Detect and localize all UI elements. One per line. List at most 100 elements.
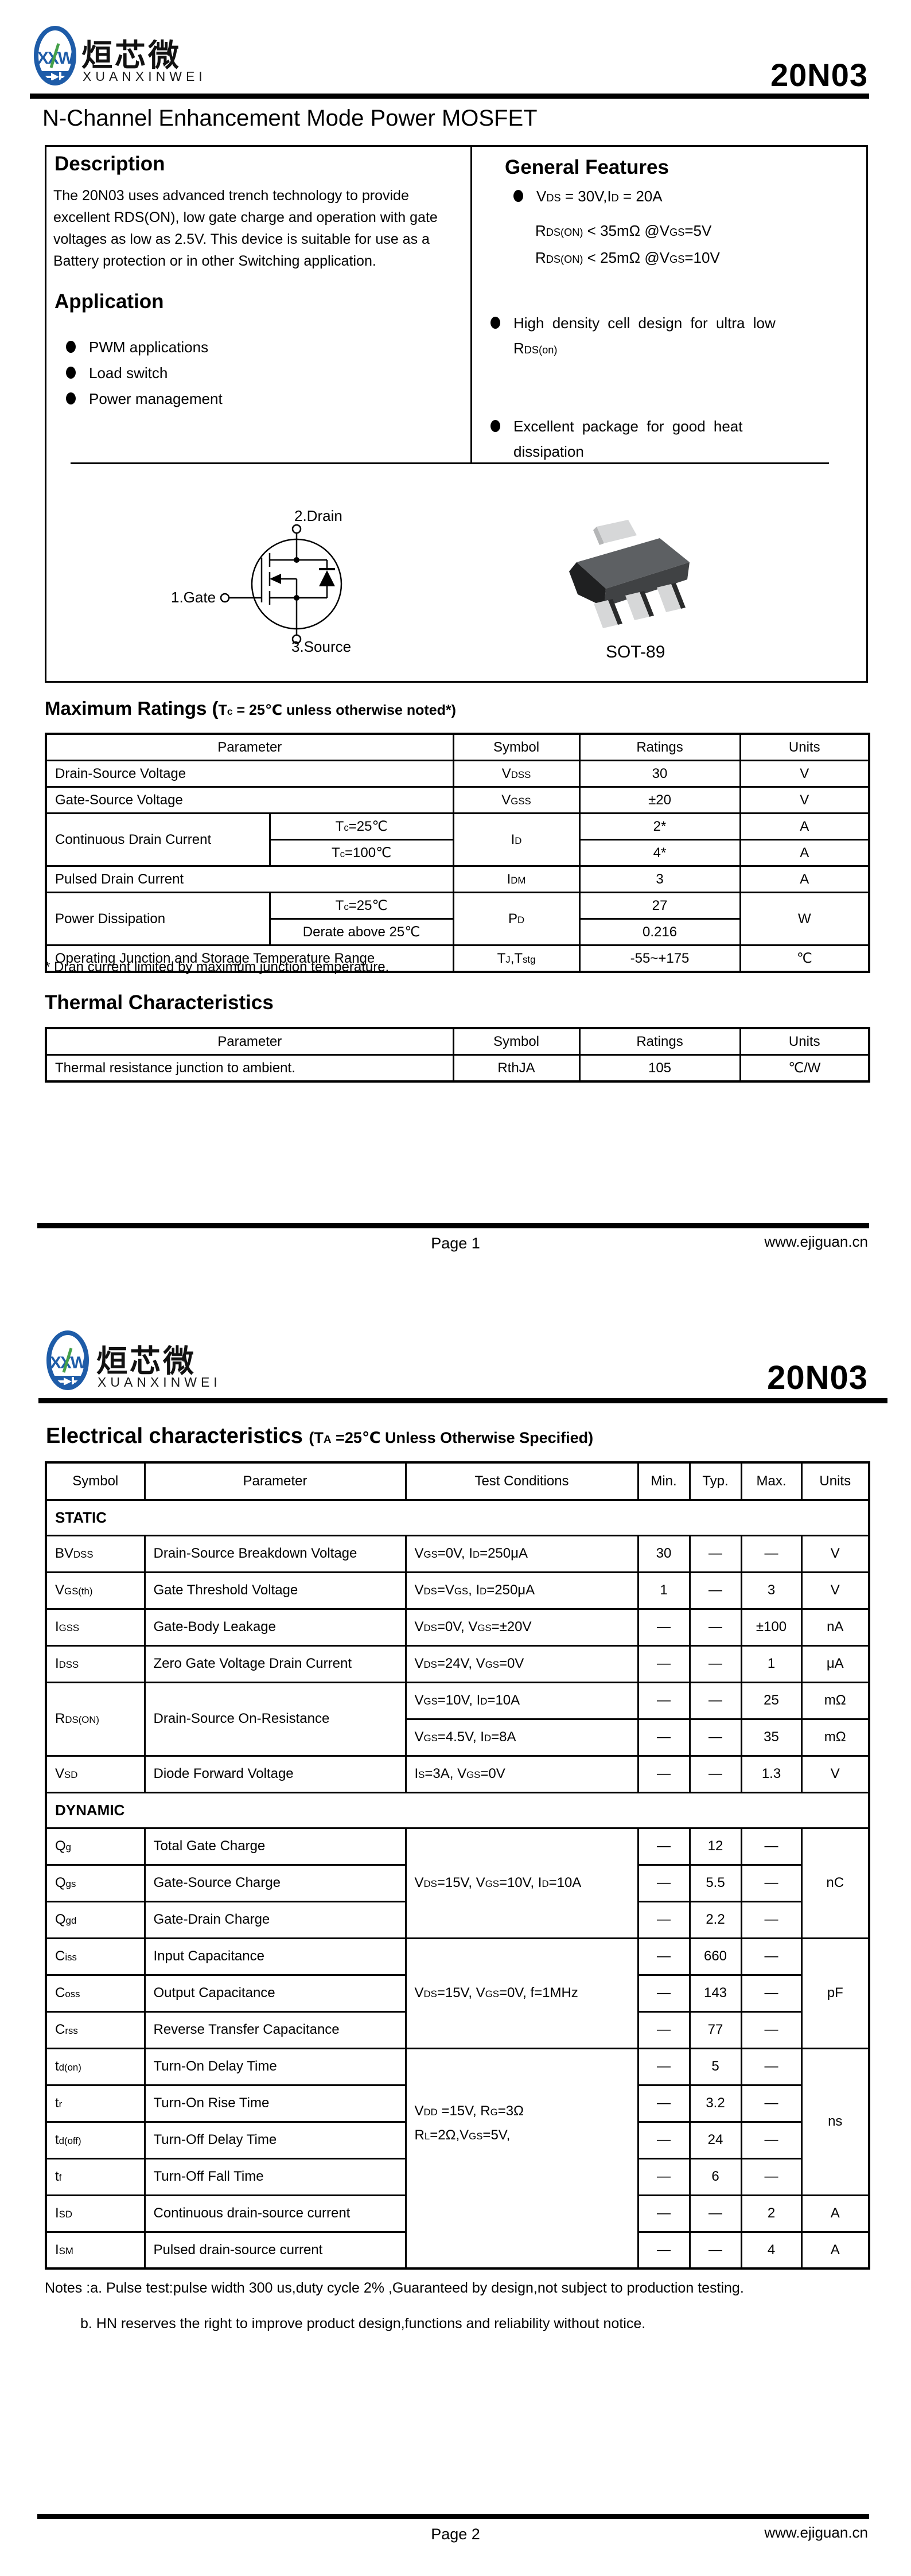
cell-param: Gate-Source Charge: [143, 1863, 407, 1902]
heading-main: Electrical characteristics: [46, 1424, 309, 1448]
cell-max: 3: [740, 1571, 803, 1610]
pin-label-drain: 2.Drain: [294, 507, 342, 524]
col-header: Test Conditions: [404, 1461, 639, 1501]
cell-max: 25: [740, 1681, 803, 1720]
table-row: VGS(th) Gate Threshold Voltage VDS=VGS, …: [45, 1571, 870, 1610]
column-divider: [470, 147, 472, 464]
cell-units: W: [739, 892, 870, 946]
xxw-logo-icon: XXW: [46, 1330, 89, 1390]
cell-typ: 660: [688, 1937, 742, 1976]
cell-sym: tf: [45, 2157, 146, 2196]
cell-param: Total Gate Charge: [143, 1827, 407, 1866]
cell-units: A: [800, 2194, 870, 2233]
cell-param: Turn-Off Delay Time: [143, 2120, 407, 2159]
cell-units: A: [739, 839, 870, 867]
col-header: Typ.: [688, 1461, 742, 1501]
cell-max: —: [740, 2157, 803, 2196]
cell-units: A: [739, 865, 870, 893]
cell-min: —: [637, 2010, 691, 2049]
table-row: Tc=100℃ 4* A: [46, 839, 870, 867]
notes-line-b: b. HN reserves the right to improve prod…: [80, 2316, 646, 2332]
cell-rating: 27: [578, 892, 741, 920]
header-rule: [30, 94, 869, 99]
cell-rating: 0.216: [578, 918, 741, 946]
electrical-heading: Electrical characteristics (TA =25℃ Unle…: [46, 1424, 593, 1449]
cell-units: ℃: [739, 944, 870, 973]
cell-min: —: [637, 1863, 691, 1902]
cell-cond: VDS=15V, VGS=0V, f=1MHz: [404, 1937, 639, 2049]
logo-company-name: 烜芯微: [81, 38, 181, 73]
cell-min: —: [637, 1754, 691, 1793]
footer-rule: [37, 1223, 869, 1228]
table-row: Thermal resistance junction to ambient. …: [45, 1054, 870, 1083]
cell-min: —: [637, 2157, 691, 2196]
cell-rating: 105: [578, 1054, 741, 1083]
feature-text: VDS = 30V,ID = 20A: [536, 188, 663, 205]
cell-units: ℃/W: [739, 1054, 870, 1083]
section-row: STATIC: [45, 1499, 870, 1536]
cell-min: —: [637, 2231, 691, 2270]
cell-condition: Derate above 25℃: [268, 918, 454, 946]
cell-min: 30: [637, 1534, 691, 1573]
cell-min: —: [637, 2047, 691, 2086]
table-row: Pulsed Drain Current IDM 3 A: [45, 865, 870, 893]
section-row: DYNAMIC: [45, 1791, 870, 1829]
table-row: Drain-Source Voltage VDSS 30 V: [45, 760, 870, 788]
cell-param: Diode Forward Voltage: [143, 1754, 407, 1793]
col-header: Units: [739, 733, 870, 761]
col-header: Units: [739, 1027, 870, 1056]
cell-max: —: [740, 1863, 803, 1902]
cell-max: —: [740, 1827, 803, 1866]
cell-min: —: [637, 2194, 691, 2233]
cell-max: 35: [740, 1718, 803, 1757]
table-row: ISD Continuous drain-source current — — …: [45, 2194, 870, 2233]
cell-typ: —: [688, 1681, 742, 1720]
cell-sym: VSD: [45, 1754, 146, 1793]
cell-cond: VDS=VGS, ID=250μA: [404, 1571, 639, 1610]
cell-max: —: [740, 2047, 803, 2086]
logo-company-name-en: XUANXINWEI: [98, 1375, 221, 1390]
cell-cond: VGS=4.5V, ID=8A: [404, 1718, 639, 1757]
cell-condition: Tc=25℃: [268, 892, 454, 920]
application-heading: Application: [54, 290, 164, 313]
feature-text: High density cell design for ultra low RD…: [513, 314, 776, 357]
cell-param: Gate-Drain Charge: [143, 1900, 407, 1939]
application-item: PWM applications: [89, 338, 209, 356]
website-link[interactable]: www.ejiguan.cn: [764, 1233, 868, 1250]
mosfet-symbol-diagram: [220, 524, 342, 644]
cell-cond: VGS=10V, ID=10A: [404, 1681, 639, 1720]
bullet-icon: [66, 341, 76, 353]
cell-units: pF: [800, 1937, 870, 2049]
features-heading: General Features: [505, 156, 669, 178]
website-link[interactable]: www.ejiguan.cn: [764, 2524, 868, 2541]
table-row: IDSS Zero Gate Voltage Drain Current VDS…: [45, 1644, 870, 1683]
cell-sym: BVDSS: [45, 1534, 146, 1573]
bullet-icon: [490, 317, 500, 329]
cell-cond: VDD =15V, RG=3Ω RL=2Ω,VGS=5V,: [404, 2047, 639, 2270]
table-row: IGSS Gate-Body Leakage VDS=0V, VGS=±20V …: [45, 1608, 870, 1647]
table-row: Gate-Source Voltage VGSS ±20 V: [45, 786, 870, 814]
list-item: Power management: [66, 386, 223, 412]
cell-max: 4: [740, 2231, 803, 2270]
feature-text: Excellent package for good heat dissipati…: [513, 418, 743, 460]
feature-item: VDS = 30V,ID = 20A: [513, 184, 911, 211]
description-body: The 20N03 uses advanced trench technolog…: [53, 188, 438, 269]
cell-rating: 30: [578, 760, 741, 788]
cell-param: Reverse Transfer Capacitance: [143, 2010, 407, 2049]
cell-param: Drain-Source Voltage: [45, 760, 454, 788]
table-row: Qgs Gate-Source Charge — 5.5 —: [45, 1863, 869, 1902]
heading-sub: (TA =25℃ Unless Otherwise Specified): [309, 1429, 594, 1446]
section-label: STATIC: [45, 1499, 870, 1536]
cell-typ: 12: [688, 1827, 742, 1866]
max-ratings-heading: Maximum Ratings (Tc = 25℃ unless otherwi…: [45, 698, 456, 719]
logo-company-name-en: XUANXINWEI: [83, 69, 207, 84]
cell-typ: 2.2: [688, 1900, 742, 1939]
electrical-table: Symbol Parameter Test Conditions Min. Ty…: [45, 1461, 870, 2270]
cell-min: 1: [637, 1571, 691, 1610]
cell-typ: —: [688, 2231, 742, 2270]
cell-typ: 5: [688, 2047, 742, 2086]
cell-symbol: PD: [452, 892, 581, 946]
cell-param: Drain-Source On-Resistance: [143, 1681, 407, 1757]
cell-sym: Qgd: [45, 1900, 146, 1939]
